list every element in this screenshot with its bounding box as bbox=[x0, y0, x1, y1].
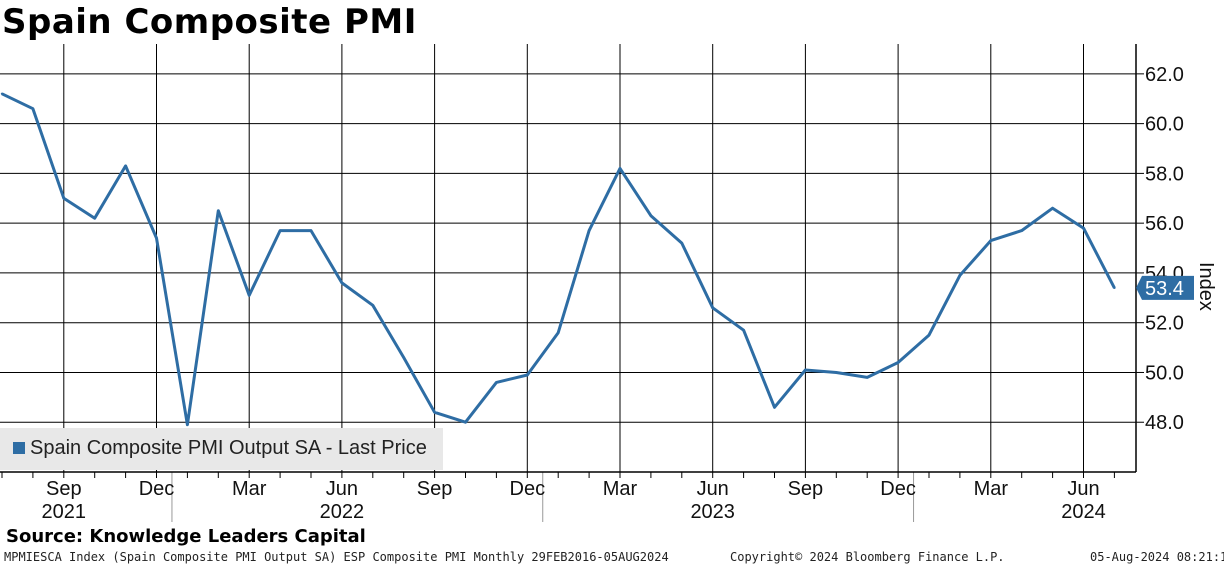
data-point bbox=[1082, 226, 1085, 230]
data-point bbox=[371, 304, 374, 307]
y-tick-label: 56.0 bbox=[1145, 213, 1184, 235]
data-point bbox=[649, 214, 653, 217]
footer-ticker: MPMIESCA Index (Spain Composite PMI Outp… bbox=[4, 550, 669, 564]
y-tick-label: 58.0 bbox=[1145, 163, 1184, 185]
x-month-label: Mar bbox=[603, 478, 638, 500]
data-point bbox=[402, 356, 405, 359]
x-month-label: Sep bbox=[46, 478, 82, 500]
data-point bbox=[309, 229, 313, 232]
x-month-label: Mar bbox=[974, 478, 1009, 500]
data-point bbox=[248, 294, 251, 297]
data-point bbox=[217, 209, 220, 212]
x-year-label: 2022 bbox=[320, 501, 365, 523]
series-layer bbox=[0, 92, 1116, 427]
data-point bbox=[155, 236, 158, 240]
data-point bbox=[340, 281, 344, 285]
data-point bbox=[93, 216, 96, 220]
last-value-tag bbox=[1136, 275, 1194, 300]
last-value-label: 53.4 bbox=[1145, 278, 1184, 300]
series-line bbox=[1, 92, 1116, 427]
x-month-label: Sep bbox=[417, 478, 453, 500]
data-point bbox=[526, 373, 529, 377]
data-point bbox=[896, 361, 900, 364]
x-year-label: 2024 bbox=[1061, 501, 1106, 523]
data-point bbox=[742, 328, 745, 332]
y-tick-label: 48.0 bbox=[1145, 412, 1184, 434]
legend-swatch bbox=[13, 442, 25, 454]
data-point bbox=[835, 371, 838, 374]
data-point bbox=[804, 368, 807, 372]
y-axis-title: Index bbox=[1195, 262, 1217, 311]
data-point bbox=[186, 423, 189, 426]
data-point bbox=[618, 167, 622, 170]
y-tick-label: 60.0 bbox=[1145, 114, 1184, 136]
x-month-label: Jun bbox=[1067, 478, 1099, 500]
data-point bbox=[680, 241, 683, 245]
x-month-label: Dec bbox=[139, 478, 175, 500]
data-point bbox=[866, 376, 869, 379]
data-point bbox=[927, 333, 931, 337]
data-point bbox=[711, 306, 714, 309]
grid-lines bbox=[0, 44, 1136, 472]
data-point bbox=[31, 107, 35, 110]
data-point bbox=[124, 164, 127, 168]
x-month-label: Dec bbox=[880, 478, 916, 500]
x-axis-labels: Sep Dec Mar Jun Sep Dec Mar Jun Sep Dec Mar Jun 2021… bbox=[42, 478, 1106, 523]
legend-label: Spain Composite PMI Output SA - Last Pri… bbox=[30, 437, 427, 459]
data-point bbox=[587, 229, 591, 232]
footer-timestamp: 05-Aug-2024 08:21:16 bbox=[1090, 550, 1224, 564]
data-point bbox=[278, 229, 282, 232]
data-point bbox=[62, 197, 65, 200]
x-month-label: Dec bbox=[510, 478, 546, 500]
data-point bbox=[958, 274, 962, 277]
x-month-label: Jun bbox=[326, 478, 358, 500]
data-point bbox=[495, 381, 498, 384]
y-tick-label: 52.0 bbox=[1145, 313, 1184, 335]
source-label: Source: Knowledge Leaders Capital bbox=[6, 526, 366, 547]
x-month-label: Sep bbox=[788, 478, 824, 500]
legend: Spain Composite PMI Output SA - Last Pri… bbox=[0, 428, 443, 470]
data-point bbox=[1020, 229, 1023, 232]
footer-copyright: Copyright© 2024 Bloomberg Finance L.P. bbox=[730, 550, 1005, 564]
chart-title: Spain Composite PMI bbox=[2, 2, 417, 42]
x-year-label: 2021 bbox=[42, 501, 87, 523]
data-point bbox=[464, 421, 467, 424]
data-point bbox=[773, 406, 776, 409]
data-point bbox=[557, 331, 560, 334]
data-point bbox=[433, 411, 436, 414]
x-month-label: Mar bbox=[232, 478, 267, 500]
data-point bbox=[989, 239, 992, 242]
x-month-label: Jun bbox=[697, 478, 729, 500]
last-value-marker: 53.4 bbox=[1136, 275, 1194, 300]
data-point bbox=[0, 92, 4, 95]
data-point bbox=[1051, 207, 1054, 210]
data-point bbox=[1113, 286, 1116, 290]
axes bbox=[0, 44, 1144, 522]
y-tick-label: 62.0 bbox=[1145, 64, 1184, 86]
x-year-label: 2023 bbox=[690, 501, 735, 523]
y-tick-label: 50.0 bbox=[1145, 362, 1184, 384]
y-axis-labels: 48.050.052.054.056.058.060.062.0 bbox=[1145, 64, 1184, 434]
